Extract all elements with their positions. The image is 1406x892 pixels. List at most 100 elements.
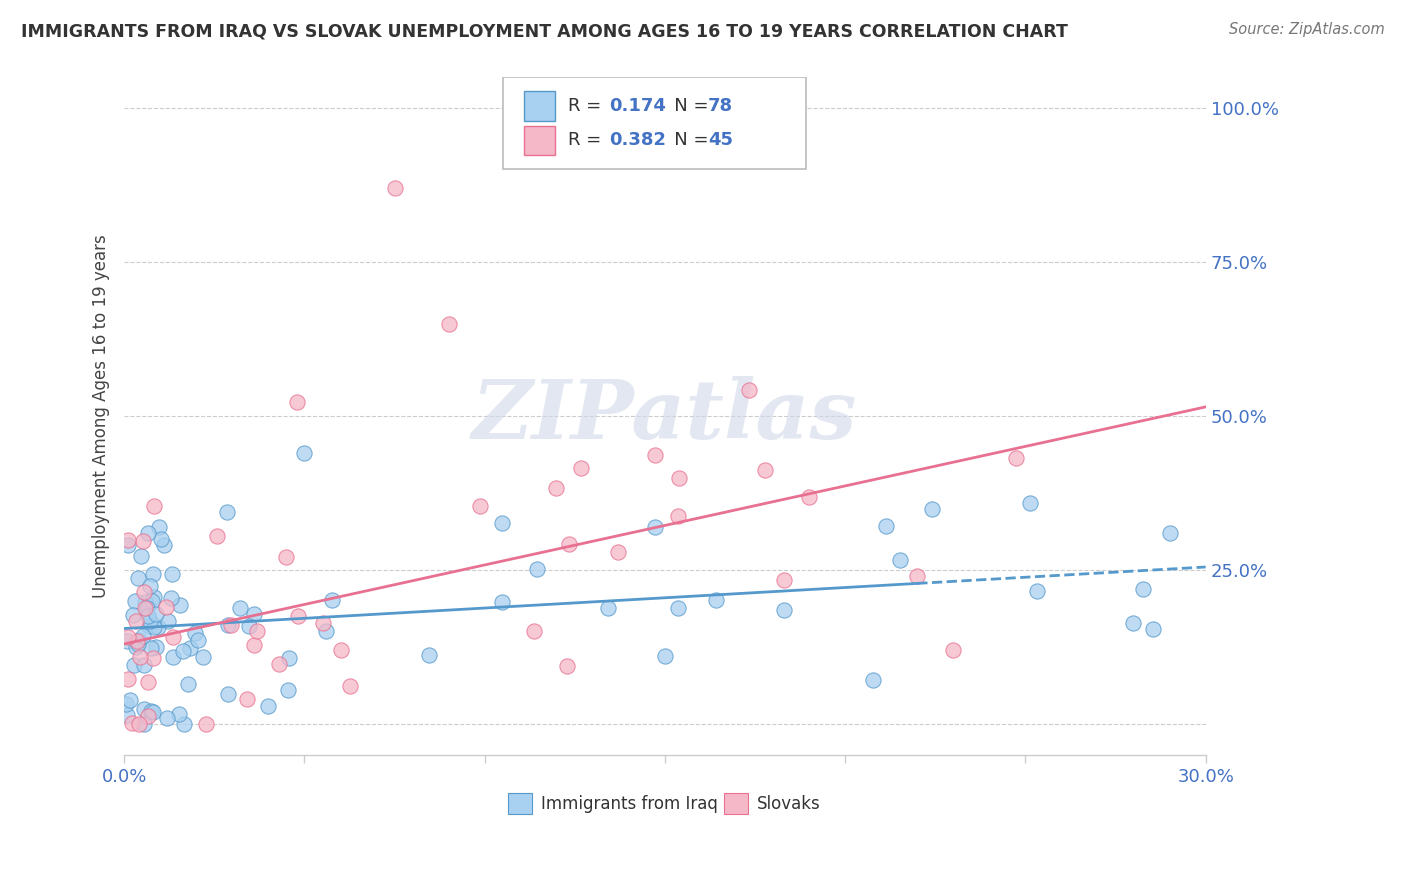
- Point: [139, 704, 162, 718]
- Point: [285, 394, 308, 409]
- Point: [875, 519, 897, 533]
- Point: [121, 715, 143, 730]
- Point: [738, 383, 761, 397]
- Point: [1019, 496, 1042, 510]
- Point: [141, 593, 163, 607]
- Point: [124, 593, 146, 607]
- Point: [772, 603, 794, 617]
- Point: [666, 508, 689, 523]
- Point: [134, 702, 156, 716]
- Point: [418, 648, 440, 662]
- Point: [644, 520, 666, 534]
- Point: [141, 640, 163, 655]
- Point: [143, 591, 166, 605]
- Text: ZIPatlas: ZIPatlas: [472, 376, 858, 456]
- Point: [191, 649, 214, 664]
- Point: [1122, 615, 1144, 630]
- Point: [315, 624, 337, 638]
- Point: [128, 632, 150, 647]
- Point: [162, 649, 184, 664]
- Point: [124, 640, 146, 654]
- Point: [243, 607, 266, 621]
- Point: [217, 618, 239, 632]
- Point: [176, 677, 198, 691]
- Point: [142, 567, 165, 582]
- Point: [125, 634, 148, 648]
- Point: [1142, 622, 1164, 636]
- Point: [155, 599, 177, 614]
- Point: [169, 599, 191, 613]
- Point: [136, 526, 159, 541]
- Point: [276, 549, 298, 564]
- Point: [245, 624, 267, 639]
- Point: [148, 519, 170, 533]
- Point: [117, 707, 139, 722]
- Point: [321, 593, 343, 607]
- Point: [1159, 526, 1181, 541]
- Point: [277, 682, 299, 697]
- Point: [134, 601, 156, 615]
- Point: [136, 709, 159, 723]
- Point: [139, 614, 162, 628]
- Text: N =: N =: [658, 97, 714, 115]
- Point: [167, 707, 190, 722]
- Point: [257, 698, 280, 713]
- Point: [132, 717, 155, 731]
- Point: [569, 461, 592, 475]
- Text: 0.174: 0.174: [609, 97, 665, 115]
- Point: [156, 614, 179, 628]
- Point: [644, 448, 666, 462]
- Point: [172, 644, 194, 658]
- Text: Immigrants from Iraq: Immigrants from Iraq: [540, 795, 717, 813]
- Point: [143, 620, 166, 634]
- Point: [205, 529, 228, 543]
- Point: [162, 630, 184, 644]
- Point: [596, 600, 619, 615]
- Point: [117, 673, 139, 687]
- Point: [1026, 584, 1049, 599]
- Point: [120, 692, 142, 706]
- Point: [128, 650, 150, 665]
- Point: [160, 567, 183, 582]
- Point: [287, 608, 309, 623]
- Point: [136, 608, 159, 623]
- Text: 78: 78: [709, 97, 734, 115]
- Point: [132, 629, 155, 643]
- Point: [219, 618, 242, 632]
- Point: [187, 632, 209, 647]
- FancyBboxPatch shape: [724, 793, 748, 814]
- Point: [115, 697, 138, 711]
- Point: [668, 471, 690, 485]
- Point: [159, 591, 181, 605]
- Point: [153, 538, 176, 552]
- Text: Slovaks: Slovaks: [756, 795, 821, 813]
- Point: [797, 490, 820, 504]
- Point: [146, 619, 169, 633]
- Point: [134, 657, 156, 672]
- Point: [125, 614, 148, 628]
- Point: [666, 600, 689, 615]
- Point: [269, 657, 291, 671]
- Point: [156, 711, 179, 725]
- Point: [143, 499, 166, 513]
- Text: N =: N =: [658, 131, 714, 150]
- Text: Source: ZipAtlas.com: Source: ZipAtlas.com: [1229, 22, 1385, 37]
- Text: 0.382: 0.382: [609, 131, 665, 150]
- Point: [889, 552, 911, 566]
- Point: [117, 533, 139, 547]
- Point: [215, 505, 238, 519]
- Point: [555, 659, 578, 673]
- Point: [384, 181, 406, 195]
- Point: [229, 601, 252, 615]
- Point: [138, 618, 160, 632]
- Point: [470, 499, 492, 513]
- Point: [136, 601, 159, 615]
- Point: [1005, 450, 1028, 465]
- Point: [117, 630, 139, 644]
- FancyBboxPatch shape: [524, 126, 554, 155]
- Point: [132, 533, 155, 548]
- Point: [491, 516, 513, 531]
- Point: [136, 675, 159, 690]
- Point: [773, 573, 796, 587]
- Point: [117, 538, 139, 552]
